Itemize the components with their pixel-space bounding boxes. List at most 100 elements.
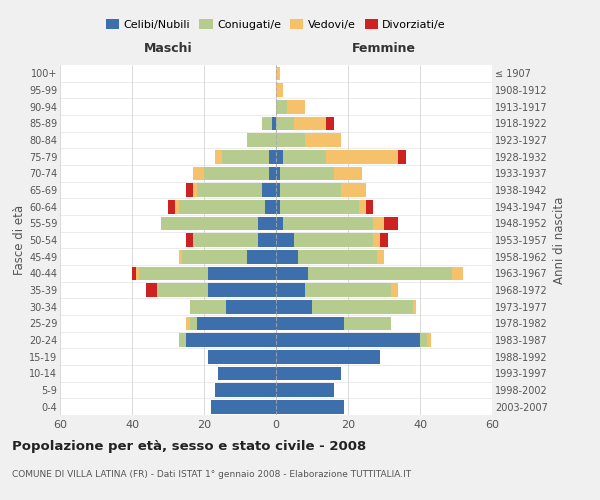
Bar: [305, 133, 341, 147]
Bar: [298, 250, 377, 264]
Bar: [215, 383, 276, 397]
Bar: [222, 150, 269, 164]
Bar: [373, 233, 380, 247]
Bar: [179, 333, 186, 347]
Bar: [294, 233, 373, 247]
Text: Femmine: Femmine: [352, 42, 416, 55]
Bar: [247, 133, 276, 147]
Bar: [305, 283, 391, 297]
Bar: [186, 333, 276, 347]
Bar: [276, 116, 294, 130]
Bar: [269, 150, 276, 164]
Bar: [280, 183, 341, 197]
Bar: [380, 233, 388, 247]
Bar: [452, 266, 463, 280]
Bar: [226, 300, 276, 314]
Bar: [391, 283, 398, 297]
Bar: [208, 283, 276, 297]
Bar: [186, 183, 193, 197]
Bar: [308, 266, 452, 280]
Bar: [276, 150, 283, 164]
Bar: [161, 216, 258, 230]
Bar: [197, 316, 276, 330]
Bar: [276, 300, 312, 314]
Bar: [136, 266, 139, 280]
Bar: [208, 266, 276, 280]
Bar: [276, 216, 283, 230]
Bar: [344, 316, 391, 330]
Bar: [276, 200, 280, 213]
Bar: [179, 200, 265, 213]
Bar: [287, 100, 305, 114]
Bar: [175, 200, 179, 213]
Bar: [280, 200, 359, 213]
Bar: [262, 116, 272, 130]
Bar: [269, 166, 276, 180]
Bar: [398, 150, 406, 164]
Bar: [326, 150, 398, 164]
Bar: [139, 266, 208, 280]
Bar: [193, 166, 204, 180]
Text: Popolazione per età, sesso e stato civile - 2008: Popolazione per età, sesso e stato civil…: [12, 440, 366, 453]
Bar: [211, 400, 276, 413]
Bar: [168, 200, 175, 213]
Bar: [182, 250, 247, 264]
Bar: [276, 266, 308, 280]
Bar: [208, 350, 276, 364]
Bar: [258, 233, 276, 247]
Bar: [283, 216, 373, 230]
Bar: [276, 83, 283, 97]
Bar: [258, 216, 276, 230]
Bar: [366, 200, 373, 213]
Bar: [276, 233, 294, 247]
Y-axis label: Anni di nascita: Anni di nascita: [553, 196, 566, 284]
Bar: [276, 316, 344, 330]
Bar: [157, 283, 208, 297]
Bar: [294, 116, 326, 130]
Bar: [190, 300, 226, 314]
Text: COMUNE DI VILLA LATINA (FR) - Dati ISTAT 1° gennaio 2008 - Elaborazione TUTTITAL: COMUNE DI VILLA LATINA (FR) - Dati ISTAT…: [12, 470, 411, 479]
Bar: [276, 383, 334, 397]
Bar: [186, 316, 190, 330]
Bar: [341, 183, 366, 197]
Bar: [197, 183, 262, 197]
Bar: [373, 216, 384, 230]
Bar: [276, 133, 305, 147]
Bar: [312, 300, 413, 314]
Bar: [179, 250, 182, 264]
Bar: [146, 283, 157, 297]
Bar: [193, 183, 197, 197]
Bar: [276, 283, 305, 297]
Bar: [193, 233, 258, 247]
Bar: [276, 366, 341, 380]
Legend: Celibi/Nubili, Coniugati/e, Vedovi/e, Divorziati/e: Celibi/Nubili, Coniugati/e, Vedovi/e, Di…: [101, 14, 451, 34]
Bar: [334, 166, 362, 180]
Text: Maschi: Maschi: [143, 42, 193, 55]
Bar: [413, 300, 416, 314]
Bar: [276, 333, 420, 347]
Bar: [276, 66, 280, 80]
Bar: [265, 200, 276, 213]
Bar: [384, 216, 398, 230]
Bar: [215, 150, 222, 164]
Bar: [262, 183, 276, 197]
Bar: [204, 166, 269, 180]
Bar: [377, 250, 384, 264]
Bar: [276, 183, 280, 197]
Bar: [359, 200, 366, 213]
Bar: [280, 166, 334, 180]
Bar: [427, 333, 431, 347]
Bar: [276, 400, 344, 413]
Bar: [420, 333, 427, 347]
Bar: [247, 250, 276, 264]
Bar: [190, 316, 197, 330]
Bar: [326, 116, 334, 130]
Bar: [276, 350, 380, 364]
Bar: [218, 366, 276, 380]
Bar: [272, 116, 276, 130]
Bar: [276, 166, 280, 180]
Y-axis label: Fasce di età: Fasce di età: [13, 205, 26, 275]
Bar: [132, 266, 136, 280]
Bar: [276, 100, 287, 114]
Bar: [186, 233, 193, 247]
